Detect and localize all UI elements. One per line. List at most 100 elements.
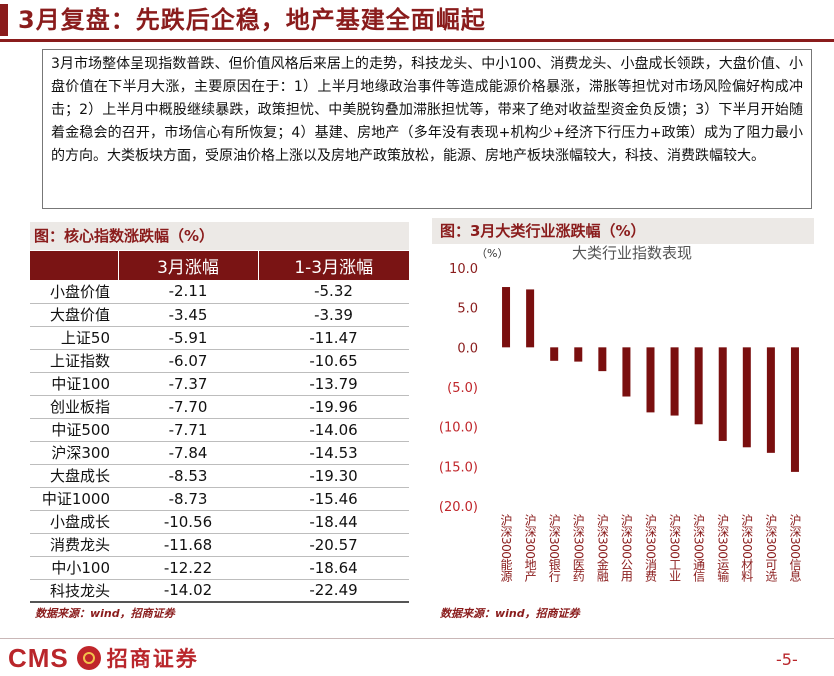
index-name-cell: 中证100 [30,372,118,396]
logo-seal-icon [76,646,101,670]
ytd-change-cell: -19.30 [258,464,409,488]
bar-沪深300医药 [574,347,583,362]
table-row: 小盘价值 -2.11 -5.32 [30,280,409,304]
chart-inner-title: 大类行业指数表现 [572,244,692,262]
bar-沪深300金融 [598,347,607,372]
page-number: -5- [776,650,798,669]
x-tick-label: 沪深300医药 [571,514,585,582]
bar-沪深300公用 [622,347,631,397]
y-tick-label: 5.0 [457,302,478,317]
index-name-cell: 小盘价值 [30,280,118,304]
table-row: 大盘价值 -3.45 -3.39 [30,303,409,327]
table-row: 中证100 -7.37 -13.79 [30,372,409,396]
x-tick-label: 沪深300可选 [764,514,778,583]
industry-bar-chart: （%） 大类行业指数表现 10.0 5.0 0.0 (5.0) (10.0) (15.0) (2… [439,244,802,583]
table-row: 中证500 -7.71 -14.06 [30,418,409,442]
ytd-change-cell: -3.39 [258,303,409,327]
table-row: 小盘成长 -10.56 -18.44 [30,510,409,534]
x-tick-label: 沪深300银行 [547,514,561,582]
ytd-change-cell: -18.64 [258,556,409,580]
table-row: 上证指数 -6.07 -10.65 [30,349,409,373]
index-name-cell: 科技龙头 [30,579,118,603]
bar-沪深300通信 [694,347,703,425]
march-change-cell: -10.56 [118,510,258,534]
bar-沪深300能源 [502,287,511,348]
march-change-cell: -3.45 [118,303,258,327]
index-name-cell: 消费龙头 [30,533,118,557]
table-row: 科技龙头 -14.02 -22.49 [30,579,409,603]
x-tick-label: 沪深300信息 [788,514,802,582]
ytd-change-cell: -15.46 [258,487,409,511]
header: 3月复盘：先跌后企稳，地产基建全面崛起 [0,0,834,42]
march-change-cell: -6.07 [118,349,258,373]
x-tick-label: 沪深300公用 [619,514,633,583]
index-table: 3月涨幅 1-3月涨幅 小盘价值 -2.11 -5.32 大盘价值 -3.45 -3.39… [30,251,409,603]
table-source: 数据来源：wind，招商证券 [35,607,175,620]
header-name [30,251,119,280]
title-rule [0,39,834,42]
ytd-change-cell: -5.32 [258,280,409,304]
march-change-cell: -14.02 [118,579,258,603]
index-name-cell: 大盘价值 [30,303,118,327]
march-change-cell: -11.68 [118,533,258,557]
index-name-cell: 大盘成长 [30,464,118,488]
ytd-change-cell: -20.57 [258,533,409,557]
ytd-change-cell: -18.44 [258,510,409,534]
table-row: 上证50 -5.91 -11.47 [30,326,409,350]
header-march: 3月涨幅 [118,251,259,280]
table-row: 中小100 -12.22 -18.64 [30,556,409,580]
march-change-cell: -8.73 [118,487,258,511]
y-tick-label: 10.0 [449,262,478,277]
march-change-cell: -12.22 [118,556,258,580]
table-row: 沪深300 -7.84 -14.53 [30,441,409,465]
chart-source: 数据来源：wind，招商证券 [440,607,580,620]
index-name-cell: 创业板指 [30,395,118,419]
index-name-cell: 上证指数 [30,349,118,373]
x-tick-label: 沪深300材料 [740,514,754,582]
y-tick-label: (10.0) [439,421,478,436]
march-change-cell: -7.71 [118,418,258,442]
bar-沪深300工业 [670,347,679,416]
company-logo: CMS 招商证券 [8,642,199,673]
y-tick-label: (20.0) [439,500,478,515]
march-change-cell: -7.37 [118,372,258,396]
ytd-change-cell: -13.79 [258,372,409,396]
ytd-change-cell: -10.65 [258,349,409,373]
x-tick-label: 沪深300地产 [523,514,537,583]
bar-沪深300消费 [646,347,655,413]
index-name-cell: 小盘成长 [30,510,118,534]
table-row: 中证1000 -8.73 -15.46 [30,487,409,511]
x-tick-label: 沪深300工业 [668,514,682,582]
page-title: 3月复盘：先跌后企稳，地产基建全面崛起 [18,6,486,34]
logo-cms-text: CMS [8,642,69,673]
bar-沪深300银行 [550,347,559,361]
bar-沪深300材料 [742,347,751,448]
x-tick-label: 沪深300通信 [692,514,706,583]
intro-text: 3月市场整体呈现指数普跌、但价值风格后来居上的走势，科技龙头、中小100、消费龙… [42,49,812,209]
x-tick-label: 沪深300运输 [716,514,730,583]
bar-沪深300可选 [766,347,775,453]
march-change-cell: -7.84 [118,441,258,465]
ytd-change-cell: -14.53 [258,441,409,465]
bar-沪深300运输 [718,347,727,441]
bar-沪深300信息 [790,347,799,472]
index-name-cell: 中证1000 [30,487,118,511]
march-change-cell: -2.11 [118,280,258,304]
y-tick-label: (15.0) [439,460,478,475]
table-row: 消费龙头 -11.68 -20.57 [30,533,409,557]
table-header-row: 3月涨幅 1-3月涨幅 [30,251,409,280]
table-row: 大盘成长 -8.53 -19.30 [30,464,409,488]
index-name-cell: 中小100 [30,556,118,580]
table-title: 图：核心指数涨跌幅（%） [30,222,409,250]
ytd-change-cell: -22.49 [258,579,409,603]
table-row: 创业板指 -7.70 -19.96 [30,395,409,419]
header-ytd: 1-3月涨幅 [258,251,409,280]
x-tick-label: 沪深300消费 [644,514,658,582]
ytd-change-cell: -14.06 [258,418,409,442]
title-accent-bar [0,4,8,36]
index-name-cell: 沪深300 [30,441,118,465]
index-name-cell: 中证500 [30,418,118,442]
index-name-cell: 上证50 [30,326,118,350]
march-change-cell: -7.70 [118,395,258,419]
chart-title-label: 图：3月大类行业涨跌幅（%） [432,218,814,244]
